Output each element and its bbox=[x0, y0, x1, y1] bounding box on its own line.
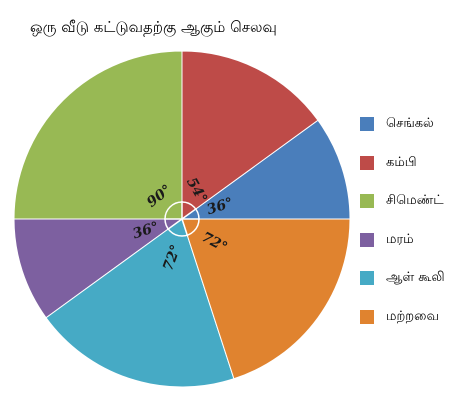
pie-slice bbox=[181, 50, 319, 220]
legend: செங்கல் கம்பி சிமெண்ட் மரம் ஆள் கூலி மற்றவை bbox=[360, 114, 445, 345]
legend-item: மற்றவை bbox=[360, 307, 445, 327]
legend-item: செங்கல் bbox=[360, 114, 445, 134]
legend-label: செங்கல் bbox=[386, 116, 434, 131]
slice-boundary-line bbox=[181, 218, 189, 237]
legend-label: ஆள் கூலி bbox=[386, 270, 445, 285]
slice-boundary-line bbox=[166, 218, 183, 231]
pie-slice bbox=[180, 119, 351, 220]
legend-label: கம்பி bbox=[386, 154, 417, 170]
legend-swatch bbox=[360, 232, 374, 247]
legend-swatch bbox=[360, 271, 374, 285]
legend-swatch bbox=[360, 194, 374, 208]
legend-swatch bbox=[360, 117, 374, 131]
legend-item: ஆள் கூலி bbox=[360, 268, 445, 288]
pie-slice bbox=[13, 218, 184, 319]
legend-label: சிமெண்ட் bbox=[386, 193, 444, 208]
slice-boundary-line bbox=[181, 207, 198, 220]
legend-swatch bbox=[360, 155, 374, 170]
legend-label: மரம் bbox=[386, 231, 414, 247]
legend-swatch bbox=[360, 309, 374, 324]
pie-slice bbox=[13, 50, 183, 220]
slice-angle-label: 36° bbox=[205, 195, 235, 218]
legend-item: சிமெண்ட் bbox=[360, 191, 445, 211]
chart-title: ஒரு வீடு கட்டுவதற்கு ஆகும் செலவு bbox=[30, 18, 277, 36]
legend-item: மரம் bbox=[360, 230, 445, 250]
pie-slice bbox=[45, 218, 235, 388]
pie-slice bbox=[181, 218, 351, 380]
legend-label: மற்றவை bbox=[386, 308, 439, 324]
slice-angle-label: 36° bbox=[131, 219, 161, 242]
legend-item: கம்பி bbox=[360, 153, 445, 173]
